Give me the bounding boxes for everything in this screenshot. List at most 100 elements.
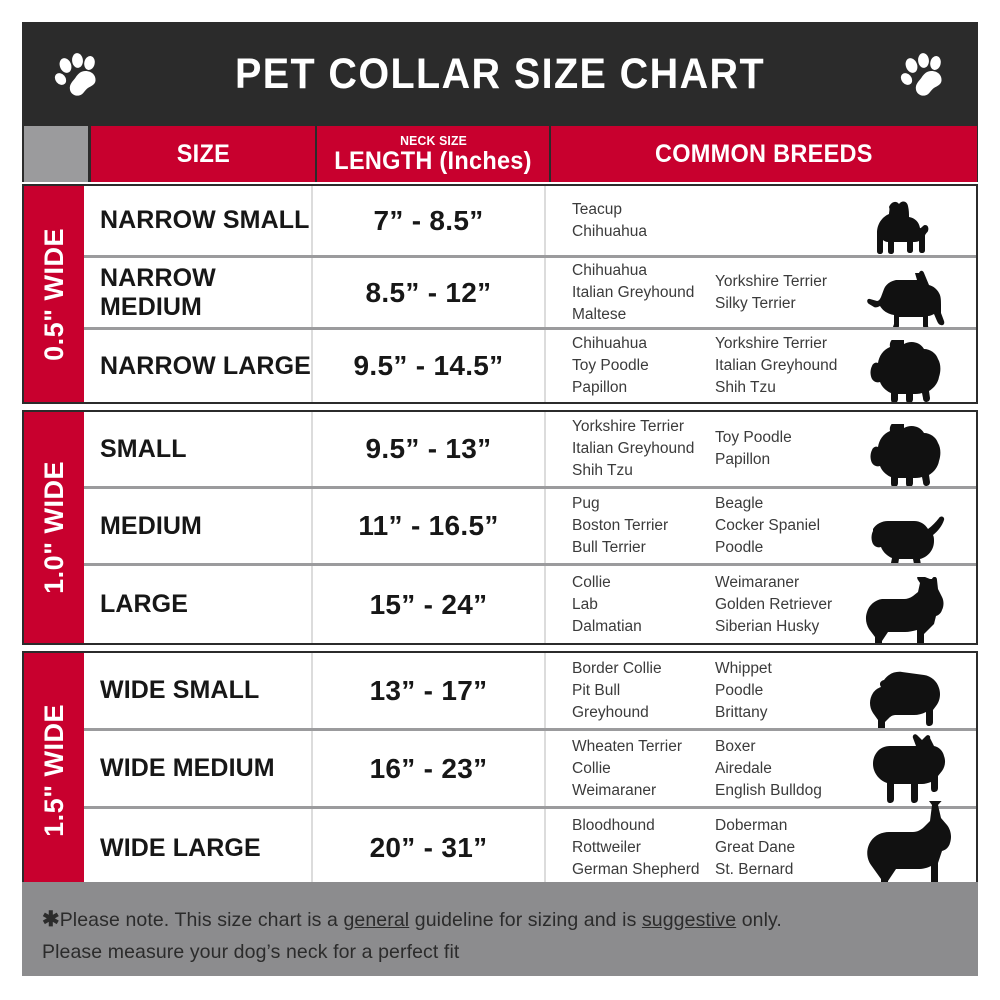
breed-item: Teacup — [572, 200, 622, 218]
breed-list-column-2: Yorkshire Terrier Silky Terrier — [715, 271, 865, 315]
breed-list-column-2: Weimaraner Golden Retriever Siberian Husky — [715, 572, 865, 638]
section-rows: WIDE SMALL 13” - 17” Border Collie Pit Bull… — [84, 653, 976, 887]
cell-size-name: NARROW MEDIUM — [84, 258, 313, 327]
breed-item: Italian Greyhound — [715, 357, 838, 374]
cell-neck-length: 8.5” - 12” — [313, 258, 546, 327]
cell-neck-length: 16” - 23” — [313, 731, 546, 806]
breed-item: Boston Terrier — [572, 517, 669, 534]
breed-item: Golden Retriever — [715, 595, 833, 613]
footer-underline-suggestive: suggestive — [641, 909, 737, 931]
column-header-length: NECK SIZE LENGTH (Inches) — [317, 126, 550, 182]
breed-item: Beagle — [715, 495, 764, 512]
breed-item: Rottweiler — [572, 839, 641, 856]
cell-size-name: SMALL — [84, 412, 313, 486]
footer-note: ✱Please note. This size chart is a gener… — [22, 882, 978, 976]
breed-item: Poodle — [715, 681, 764, 699]
breed-item: Papillon — [572, 379, 628, 396]
breed-item: Toy Poodle — [715, 429, 792, 446]
breed-item: St. Bernard — [715, 861, 794, 878]
column-header-breeds-label: COMMON BREEDS — [655, 139, 874, 168]
header-corner-cell — [24, 126, 88, 182]
size-section: 1.5" WIDE WIDE SMALL 13” - 17” Border Colli… — [22, 651, 978, 889]
cell-common-breeds: Border Collie Pit Bull Greyhound Whippet Poo… — [546, 653, 976, 728]
breed-item: Pug — [572, 495, 600, 512]
table-row: LARGE 15” - 24” Collie Lab Dalmatian Weimaran… — [84, 566, 976, 643]
cell-common-breeds: Collie Lab Dalmatian Weimaraner Golden Retri… — [546, 566, 976, 643]
cell-neck-length: 9.5” - 13” — [313, 412, 546, 486]
breed-list-column-2: Toy Poodle Papillon — [715, 427, 865, 471]
section-width-label: 0.5" WIDE — [24, 186, 84, 402]
column-header-breeds: COMMON BREEDS — [551, 126, 977, 182]
breed-item: Bloodhound — [572, 817, 655, 834]
breed-item: Dalmatian — [572, 617, 642, 635]
breed-item: Great Dane — [715, 839, 796, 856]
size-chart-body: 0.5" WIDE NARROW SMALL 7” - 8.5” Teacup Chih… — [22, 184, 978, 889]
breed-list-column-1: Chihuahua Italian Greyhound Maltese — [572, 260, 715, 326]
chart-header: PET COLLAR SIZE CHART — [22, 22, 978, 126]
cell-common-breeds: Wheaten Terrier Collie Weimaraner Boxer Aire… — [546, 731, 976, 806]
breed-item: Chihuahua — [572, 335, 647, 352]
breed-item: Siberian Husky — [715, 617, 820, 635]
paw-icon — [52, 48, 102, 100]
footer-line-1: ✱Please note. This size chart is a gener… — [42, 904, 960, 937]
cell-size-name: WIDE SMALL — [84, 653, 313, 728]
breed-list-column-1: Collie Lab Dalmatian — [572, 572, 715, 638]
column-header-length-label: LENGTH (Inches) — [334, 146, 532, 175]
breed-item: Yorkshire Terrier — [572, 418, 684, 435]
breed-item: Cocker Spaniel — [715, 517, 821, 534]
paw-icon — [898, 48, 948, 100]
cell-common-breeds: Teacup Chihuahua — [546, 186, 976, 255]
breed-list-column-1: Pug Boston Terrier Bull Terrier — [572, 493, 715, 559]
section-width-label-text: 1.5" WIDE — [38, 703, 69, 837]
cell-neck-length: 7” - 8.5” — [313, 186, 546, 255]
breed-item: Bull Terrier — [572, 539, 646, 556]
breed-item: Boxer — [715, 737, 756, 755]
footer-text-a: Please note. This size chart is a — [59, 909, 344, 931]
footer-text-b: guideline for sizing and is — [409, 909, 642, 931]
breed-list-column-1: Chihuahua Toy Poodle Papillon — [572, 333, 715, 399]
breed-list-column-2: Doberman Great Dane St. Bernard — [715, 815, 865, 881]
breed-item: Yorkshire Terrier — [715, 272, 827, 290]
breed-item: Border Collie — [572, 659, 662, 677]
breed-item: Brittany — [715, 703, 768, 721]
breed-item: Shih Tzu — [715, 379, 776, 396]
breed-item: Chihuahua — [572, 222, 647, 240]
breed-list-column-1: Bloodhound Rottweiler German Shepherd — [572, 815, 715, 881]
breed-item: Pit Bull — [572, 681, 621, 699]
cell-neck-length: 20” - 31” — [313, 809, 546, 887]
cell-common-breeds: Bloodhound Rottweiler German Shepherd Dober… — [546, 801, 976, 887]
breed-list-column-1: Border Collie Pit Bull Greyhound — [572, 658, 715, 724]
table-row: WIDE LARGE 20” - 31” Bloodhound Rottweiler G… — [84, 801, 976, 887]
breed-item: Whippet — [715, 659, 772, 677]
section-width-label: 1.0" WIDE — [24, 412, 84, 643]
section-width-label-text: 0.5" WIDE — [38, 227, 69, 361]
breed-item: German Shepherd — [572, 861, 700, 878]
section-width-label: 1.5" WIDE — [24, 653, 84, 887]
breed-item: Airedale — [715, 759, 772, 777]
section-rows: NARROW SMALL 7” - 8.5” Teacup Chihuahua NARR… — [84, 186, 976, 402]
breed-list-column-1: Yorkshire Terrier Italian Greyhound Shih T… — [572, 416, 715, 482]
table-row: SMALL 9.5” - 13” Yorkshire Terrier Italian … — [84, 412, 976, 489]
table-row: NARROW SMALL 7” - 8.5” Teacup Chihuahua — [84, 186, 976, 258]
section-rows: SMALL 9.5” - 13” Yorkshire Terrier Italian … — [84, 412, 976, 643]
footer-text-c: only. — [736, 909, 782, 931]
breed-item: Silky Terrier — [715, 294, 796, 312]
breed-list-column-2: Whippet Poodle Brittany — [715, 658, 865, 724]
breed-item: Papillon — [715, 451, 771, 468]
footer-underline-general: general — [343, 909, 410, 931]
table-row: NARROW LARGE 9.5” - 14.5” Chihuahua Toy Poo… — [84, 330, 976, 402]
column-header-length-sublabel: NECK SIZE — [399, 133, 467, 149]
section-width-label-text: 1.0" WIDE — [38, 461, 69, 594]
breed-item: Weimaraner — [572, 781, 657, 799]
asterisk-icon: ✱ — [42, 908, 60, 931]
size-section: 1.0" WIDE SMALL 9.5” - 13” Yorkshire Terrie… — [22, 410, 978, 645]
breed-list-column-2: Beagle Cocker Spaniel Poodle — [715, 493, 865, 559]
breed-item: Collie — [572, 573, 611, 591]
breed-item: Yorkshire Terrier — [715, 335, 827, 352]
cell-size-name: WIDE LARGE — [84, 809, 313, 887]
table-row: WIDE SMALL 13” - 17” Border Collie Pit Bull… — [84, 653, 976, 731]
cell-common-breeds: Chihuahua Toy Poodle Papillon Yorkshire Ter… — [546, 330, 976, 402]
cell-common-breeds: Yorkshire Terrier Italian Greyhound Shih T… — [546, 412, 976, 486]
breed-item: Chihuahua — [572, 261, 647, 279]
